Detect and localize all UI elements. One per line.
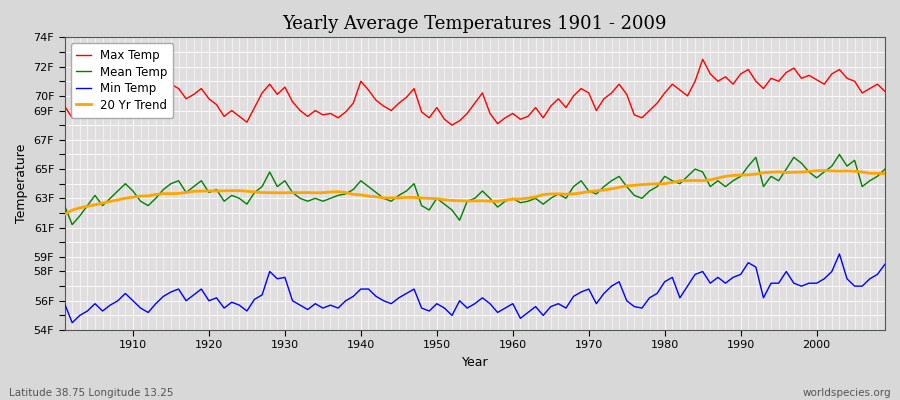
20 Yr Trend — [333, 189, 344, 194]
Min Temp — [606, 284, 616, 288]
Min Temp — [59, 301, 70, 306]
Max Temp — [606, 90, 616, 95]
Line: Max Temp: Max Temp — [65, 59, 885, 125]
X-axis label: Year: Year — [462, 356, 488, 369]
Max Temp — [879, 89, 890, 94]
20 Yr Trend — [120, 196, 130, 201]
Text: Latitude 38.75 Longitude 13.25: Latitude 38.75 Longitude 13.25 — [9, 388, 174, 398]
Mean Temp — [128, 188, 139, 193]
Mean Temp — [340, 192, 351, 196]
20 Yr Trend — [59, 212, 70, 217]
20 Yr Trend — [819, 168, 830, 173]
Max Temp — [698, 57, 708, 62]
Min Temp — [879, 262, 890, 266]
Max Temp — [508, 111, 518, 116]
Min Temp — [128, 298, 139, 303]
20 Yr Trend — [508, 197, 518, 202]
20 Yr Trend — [287, 190, 298, 195]
Min Temp — [834, 252, 845, 256]
20 Yr Trend — [598, 188, 609, 192]
Line: Mean Temp: Mean Temp — [65, 154, 885, 225]
Title: Yearly Average Temperatures 1901 - 2009: Yearly Average Temperatures 1901 - 2009 — [283, 15, 667, 33]
Legend: Max Temp, Mean Temp, Min Temp, 20 Yr Trend: Max Temp, Mean Temp, Min Temp, 20 Yr Tre… — [70, 43, 174, 118]
Min Temp — [340, 298, 351, 303]
Max Temp — [515, 117, 526, 122]
Line: 20 Yr Trend: 20 Yr Trend — [65, 170, 885, 214]
20 Yr Trend — [879, 171, 890, 176]
Mean Temp — [508, 196, 518, 201]
Min Temp — [508, 301, 518, 306]
Mean Temp — [879, 167, 890, 172]
Mean Temp — [606, 178, 616, 183]
Mean Temp — [294, 196, 305, 201]
Min Temp — [294, 303, 305, 308]
Y-axis label: Temperature: Temperature — [15, 144, 28, 223]
20 Yr Trend — [500, 198, 510, 202]
Max Temp — [59, 104, 70, 108]
Text: worldspecies.org: worldspecies.org — [803, 388, 891, 398]
Min Temp — [67, 320, 77, 325]
Mean Temp — [834, 152, 845, 157]
Line: Min Temp: Min Temp — [65, 254, 885, 323]
Max Temp — [287, 99, 298, 104]
Max Temp — [120, 95, 130, 100]
Max Temp — [333, 116, 344, 120]
Mean Temp — [67, 222, 77, 227]
Mean Temp — [515, 200, 526, 205]
Max Temp — [446, 123, 457, 128]
Mean Temp — [59, 203, 70, 208]
Min Temp — [515, 316, 526, 321]
